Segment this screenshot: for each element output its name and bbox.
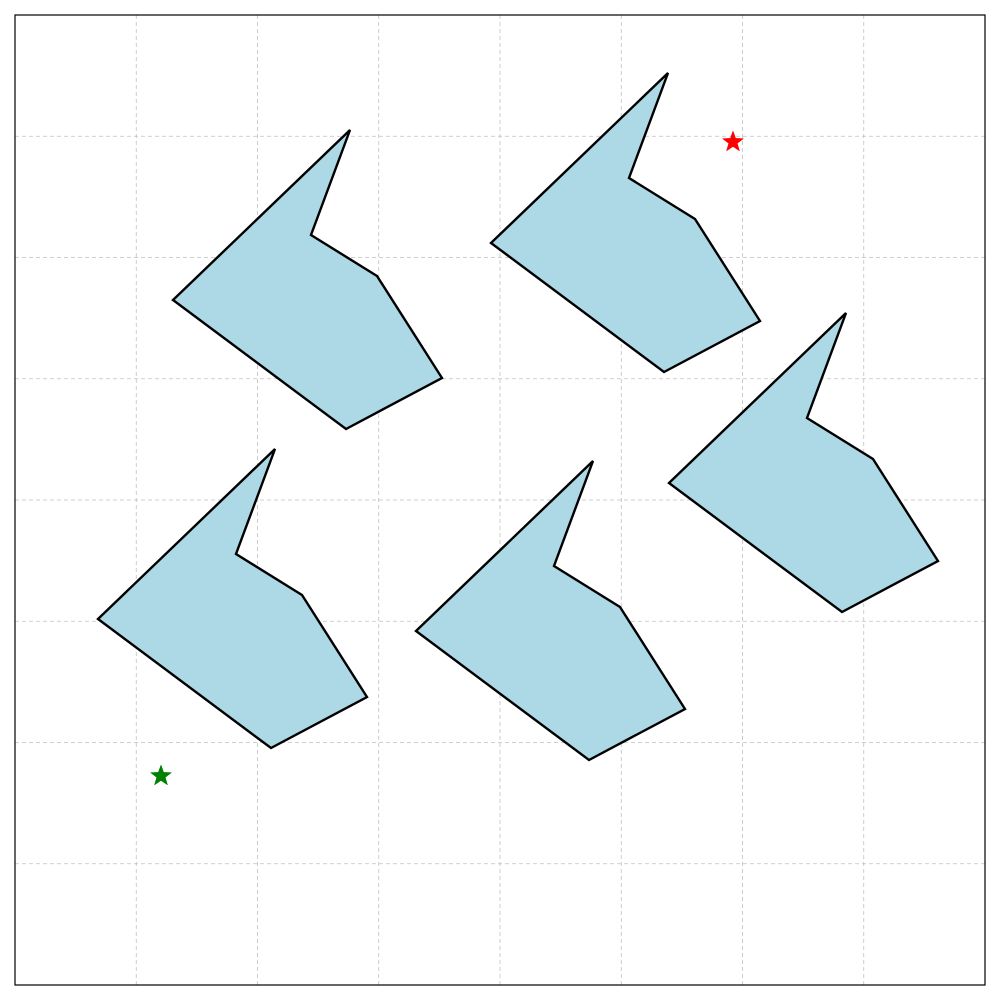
plot-frame xyxy=(14,14,986,986)
obstacle-2 xyxy=(489,72,762,374)
obstacle-4 xyxy=(414,460,687,762)
markers-layer xyxy=(149,130,745,786)
obstacle-1 xyxy=(171,129,444,431)
obstacle-3 xyxy=(96,448,369,750)
goal-star-icon xyxy=(721,130,745,152)
obstacles-layer xyxy=(96,72,940,762)
start-star-icon xyxy=(149,764,173,786)
obstacle-5 xyxy=(667,312,940,614)
